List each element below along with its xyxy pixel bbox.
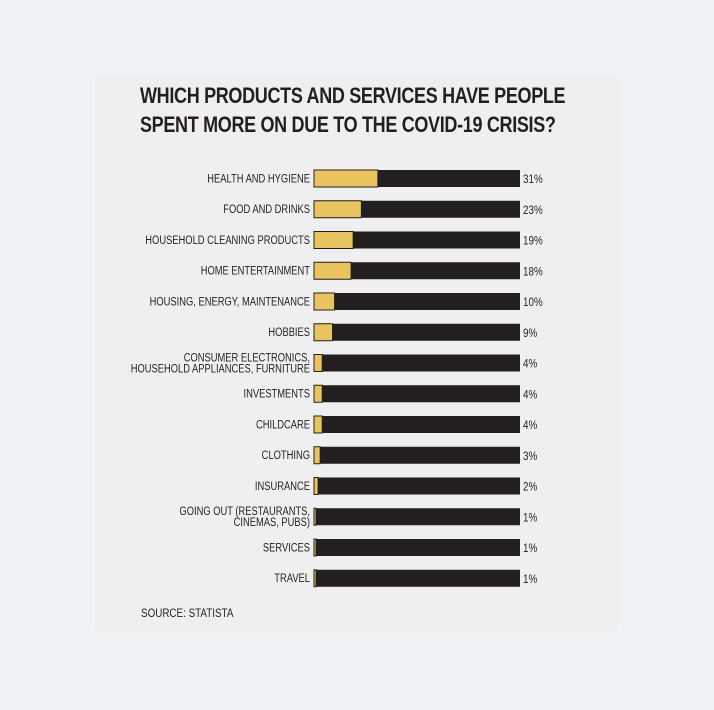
bar xyxy=(313,538,317,557)
source-note: SOURCE: STATISTA xyxy=(141,606,234,620)
bar-track xyxy=(314,416,520,433)
bar-track xyxy=(314,569,520,587)
category-label: CHILDCARE xyxy=(256,418,310,431)
bar xyxy=(313,231,354,249)
category-label: INVESTMENTS xyxy=(244,388,310,401)
bar-track xyxy=(314,231,520,249)
bar-track xyxy=(314,323,520,341)
bar-track xyxy=(314,477,520,495)
bar-track xyxy=(314,293,520,310)
category-label: SERVICES xyxy=(263,541,310,554)
category-label: HOBBIES xyxy=(268,326,310,339)
category-label: HOUSEHOLD CLEANING PRODUCTS xyxy=(145,234,310,247)
bar xyxy=(313,569,317,588)
bar-track xyxy=(314,385,520,403)
bar xyxy=(313,200,362,219)
value-label: 4% xyxy=(523,358,537,371)
value-label: 18% xyxy=(523,265,543,278)
bar xyxy=(313,477,319,495)
bar xyxy=(313,169,379,188)
value-label: 19% xyxy=(523,235,543,248)
bar xyxy=(313,384,323,403)
category-label: GOING OUT (RESTAURANTS, CINEMAS, PUBS) xyxy=(179,505,310,529)
value-label: 1% xyxy=(523,511,537,524)
bar xyxy=(313,292,336,311)
category-label: TRAVEL xyxy=(274,572,310,585)
value-label: 23% xyxy=(523,204,543,217)
value-label: 9% xyxy=(523,327,537,340)
category-label: CONSUMER ELECTRONICS, HOUSEHOLD APPLIANCE… xyxy=(131,351,310,375)
bar xyxy=(313,415,323,434)
bar-track xyxy=(314,539,520,556)
bar-track xyxy=(314,446,520,464)
value-label: 31% xyxy=(523,173,543,186)
bar xyxy=(313,507,317,526)
category-label: HOUSING, ENERGY, MAINTENANCE xyxy=(150,295,310,308)
category-label: HOME ENTERTAINMENT xyxy=(201,265,311,278)
value-label: 1% xyxy=(523,573,537,586)
value-label: 4% xyxy=(523,419,537,432)
category-label: FOOD AND DRINKS xyxy=(223,203,310,216)
category-label: HEALTH AND HYGIENE xyxy=(207,172,310,185)
value-label: 1% xyxy=(523,542,537,555)
bar-track xyxy=(314,262,520,280)
category-label: INSURANCE xyxy=(255,480,310,493)
bar xyxy=(313,323,334,342)
category-label: CLOTHING xyxy=(262,449,310,462)
value-label: 2% xyxy=(523,481,537,494)
bar xyxy=(313,261,352,280)
bar-track xyxy=(314,508,520,526)
bar-track xyxy=(314,354,520,372)
bar-track xyxy=(314,200,520,218)
value-label: 4% xyxy=(523,388,537,401)
bar xyxy=(313,354,323,372)
value-label: 10% xyxy=(523,296,543,309)
value-label: 3% xyxy=(523,450,537,463)
bar xyxy=(313,446,321,465)
